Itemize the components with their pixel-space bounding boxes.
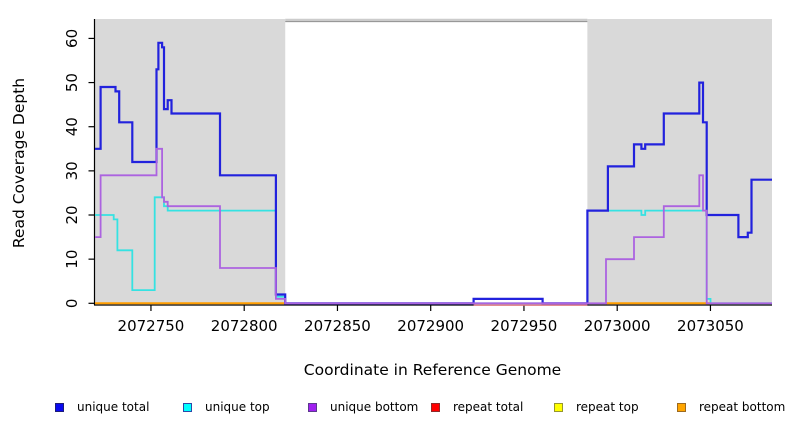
legend: unique total unique top unique bottom repea… bbox=[0, 398, 792, 420]
series-unique-total-line bbox=[95, 41, 772, 305]
y-tick-label: 20 bbox=[63, 205, 81, 224]
legend-label: unique top bbox=[205, 400, 270, 414]
legend-item-repeat-total: repeat total bbox=[431, 398, 523, 416]
x-tick-label: 2072750 bbox=[118, 317, 185, 335]
legend-label: repeat bottom bbox=[699, 400, 786, 414]
x-tick-label: 2073000 bbox=[584, 317, 651, 335]
x-tick-label: 2072900 bbox=[397, 317, 464, 335]
y-tick-label: 30 bbox=[63, 161, 81, 180]
x-tick-label: 2072800 bbox=[211, 317, 278, 335]
legend-label: repeat top bbox=[576, 400, 639, 414]
legend-item-unique-total: unique total bbox=[55, 398, 149, 416]
shaded-region-1 bbox=[95, 19, 286, 304]
legend-swatch-icon bbox=[183, 402, 192, 412]
x-axis-title: Coordinate in Reference Genome bbox=[303, 361, 562, 379]
legend-swatch-icon bbox=[554, 402, 563, 412]
y-tick-label: 50 bbox=[63, 73, 81, 92]
legend-swatch-icon bbox=[55, 402, 64, 412]
legend-swatch-icon bbox=[431, 402, 440, 412]
legend-label: unique bottom bbox=[330, 400, 419, 414]
legend-swatch-icon bbox=[677, 402, 686, 412]
y-tick-label: 10 bbox=[63, 250, 81, 269]
legend-label: repeat total bbox=[453, 400, 524, 414]
series-unique-bottom-line bbox=[95, 147, 772, 305]
x-tick-label: 2072850 bbox=[304, 317, 371, 335]
legend-item-unique-bottom: unique bottom bbox=[308, 398, 418, 416]
y-tick-label: 60 bbox=[63, 29, 81, 48]
legend-swatch-icon bbox=[308, 402, 317, 412]
shaded-region-2 bbox=[587, 19, 772, 304]
legend-item-repeat-bottom: repeat bottom bbox=[677, 398, 785, 416]
x-tick-label: 2073050 bbox=[677, 317, 744, 335]
legend-item-repeat-top: repeat top bbox=[554, 398, 639, 416]
legend-label: unique total bbox=[77, 400, 150, 414]
y-axis-title: Read Coverage Depth bbox=[10, 77, 28, 249]
y-tick-label: 40 bbox=[63, 117, 81, 136]
x-tick-label: 2072950 bbox=[491, 317, 558, 335]
y-tick-label: 0 bbox=[63, 299, 81, 309]
legend-item-unique-top: unique top bbox=[183, 398, 270, 416]
